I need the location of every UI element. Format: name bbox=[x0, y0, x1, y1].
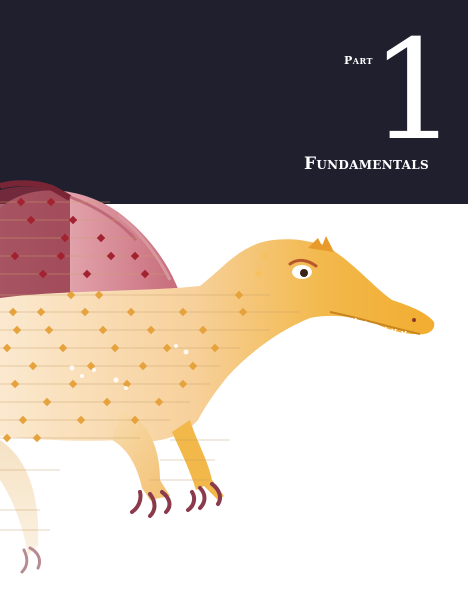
far-leg bbox=[0, 440, 39, 555]
hind-leg bbox=[112, 410, 170, 500]
front-claws bbox=[186, 482, 222, 512]
head-markers bbox=[254, 251, 270, 279]
sail-markers bbox=[10, 197, 150, 279]
body-markers bbox=[2, 290, 248, 443]
page-title: Fundamentals bbox=[304, 154, 429, 174]
crest bbox=[308, 236, 334, 252]
part-number: 1 bbox=[370, 10, 458, 171]
body bbox=[0, 239, 435, 442]
part-label: Part bbox=[344, 54, 373, 67]
eye-icon bbox=[288, 258, 318, 279]
data-grid-lines bbox=[0, 201, 300, 531]
far-claw bbox=[20, 546, 42, 574]
sail bbox=[0, 180, 182, 300]
jaw bbox=[329, 311, 421, 335]
highlight-dots bbox=[69, 344, 189, 390]
nostril bbox=[412, 318, 416, 322]
hind-claws bbox=[130, 490, 172, 518]
part-header-band bbox=[0, 0, 468, 204]
teeth bbox=[351, 317, 407, 339]
